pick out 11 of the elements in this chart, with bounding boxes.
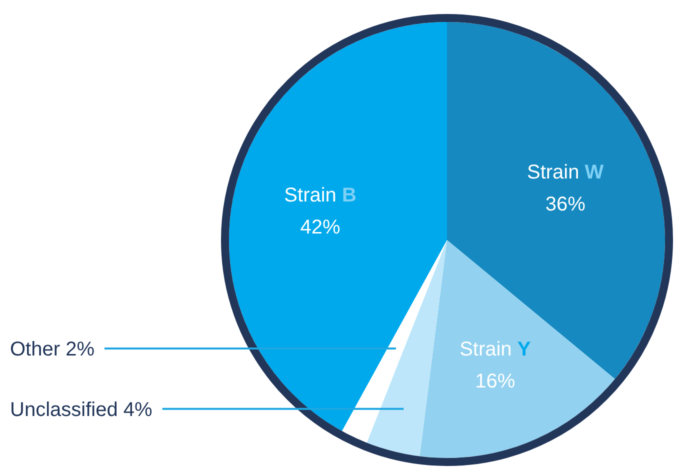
data-label: 42% xyxy=(300,216,341,238)
slice-label: Strain Y xyxy=(460,338,532,361)
slice-label: Other 2% xyxy=(10,338,95,360)
slice-label: Unclassified 4% xyxy=(10,398,152,421)
slice-label: Strain W xyxy=(527,161,604,184)
data-label: 16% xyxy=(475,370,516,393)
pie-slice xyxy=(229,22,447,432)
pie-slice xyxy=(420,240,615,458)
slice-label: Strain B xyxy=(284,184,356,206)
pie-slice xyxy=(366,240,447,456)
data-label: 36% xyxy=(545,193,586,216)
